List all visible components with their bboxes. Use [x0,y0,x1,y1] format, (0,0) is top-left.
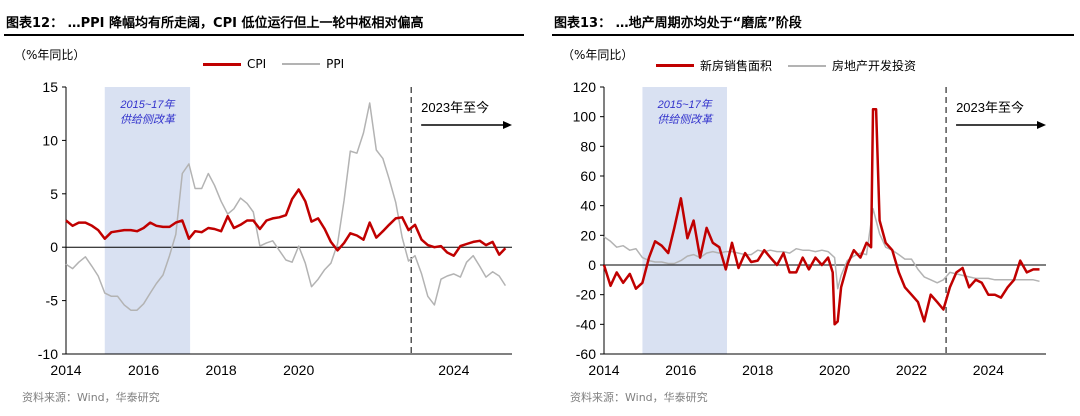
title-rule [552,34,1074,36]
series-line-first [65,188,507,257]
x-tick-label: 2014 [50,362,81,378]
y-tick-label: -40 [576,316,596,332]
chart-panel-real-estate: 图表13： …地产周期亦均处于“磨底”阶段 （%年同比） 新房销售面积 房地产开… [548,0,1080,416]
y-tick-label: -10 [38,346,58,362]
figure-title: 图表13： …地产周期亦均处于“磨底”阶段 [554,16,802,31]
y-tick-label: 80 [580,138,596,154]
legend-label-ppi: PPI [326,57,345,71]
line-chart-real-estate: 2015~17年供给侧改革120100806040200-20-40-60201… [573,79,1046,378]
shade-label-reform: 供给侧改革 [657,113,714,126]
chart-panel-cpi-ppi: 图表12： …PPI 降幅均有所走阔，CPI 低位运行但上一轮中枢相对偏高 （%… [0,0,530,416]
x-tick-label: 2016 [665,362,696,378]
legend-label-cpi: CPI [247,57,267,71]
annotation-label: 2023年至今 [421,100,489,115]
legend-swatch-ppi [282,63,321,65]
x-tick-label: 2020 [283,362,314,378]
y-tick-label: -60 [576,346,596,362]
y-tick-label: 100 [573,109,597,125]
legend-swatch-investment [788,64,827,67]
annotation-label: 2023年至今 [956,100,1024,115]
series-line-second [65,102,507,311]
legend-label-sales-area: 新房销售面积 [700,59,773,73]
source-note: 资料来源：Wind，华泰研究 [22,391,160,404]
legend: 新房销售面积 房地产开发投资 [656,57,916,74]
y-tick-label: -5 [46,293,59,309]
x-tick-label: 2022 [896,362,927,378]
y-tick-label: 15 [42,79,58,95]
x-tick-label: 2020 [819,362,850,378]
y-tick-label: 60 [580,168,596,184]
y-tick-label: 40 [580,198,596,214]
y-tick-label: 0 [50,239,58,255]
legend-swatch-sales-area [656,64,694,67]
x-tick-label: 2018 [742,362,773,378]
figure-title: 图表12： …PPI 降幅均有所走阔，CPI 低位运行但上一轮中枢相对偏高 [6,16,424,31]
legend: CPI PPI [203,57,344,71]
shade-label-reform: 供给侧改革 [120,113,177,126]
y-tick-label: 10 [42,132,58,148]
x-tick-label: 2024 [438,362,469,378]
legend-swatch-cpi [203,62,241,66]
legend-label-investment: 房地产开发投资 [832,59,917,73]
annotation-arrow-head [503,121,512,129]
source-note: 资料来源：Wind，华泰研究 [570,391,708,404]
shade-label-period: 2015~17年 [119,98,175,111]
y-tick-label: 120 [573,79,597,95]
series-line-first [602,108,1040,326]
x-tick-label: 2014 [588,362,619,378]
y-tick-label: 0 [588,257,596,273]
shade-region [104,87,191,354]
x-tick-label: 2018 [206,362,237,378]
x-tick-label: 2016 [128,362,159,378]
y-tick-label: 20 [580,227,596,243]
title-rule [4,34,524,36]
y-tick-label: 5 [50,186,58,202]
x-tick-label: 2024 [973,362,1004,378]
unit-label: （%年同比） [562,48,634,62]
y-tick-label: -20 [576,287,596,303]
shade-label-period: 2015~17年 [657,98,713,111]
annotation-arrow-head [1037,121,1046,129]
unit-label: （%年同比） [14,48,86,62]
